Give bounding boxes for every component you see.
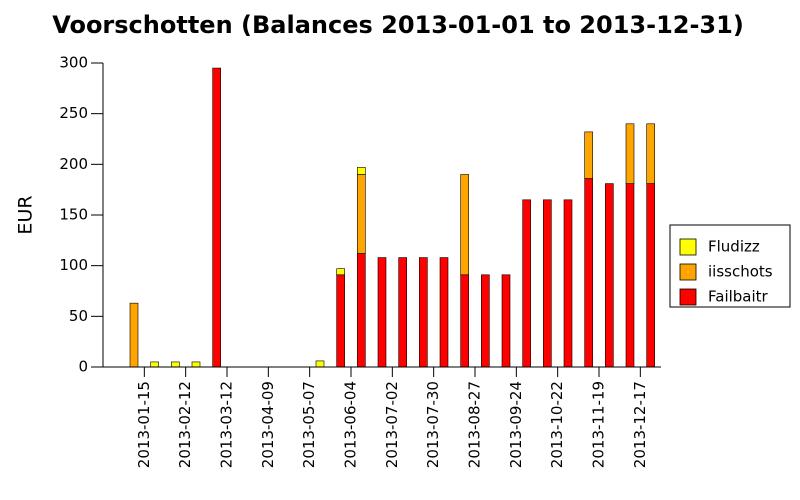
bar-segment (212, 67, 221, 368)
bar-segment (129, 302, 139, 368)
x-tick-label: 2013-06-04 (342, 381, 360, 468)
bar-segment (605, 183, 614, 368)
y-tick-label: 150 (59, 206, 88, 224)
bar-segment (646, 183, 655, 368)
bar-segment (501, 274, 511, 368)
bar-segment (543, 199, 552, 368)
y-tick-label: 50 (69, 307, 88, 325)
y-tick-label: 200 (59, 155, 88, 173)
y-tick-label: 300 (59, 54, 88, 72)
bar-segment (171, 361, 180, 368)
bar-segment (563, 199, 573, 368)
bar-segment (398, 257, 407, 368)
bar-segment (419, 257, 428, 368)
legend-label: iisschots (708, 263, 773, 281)
legend-swatch (679, 263, 697, 281)
bar-segment (584, 178, 593, 368)
x-tick-label: 2013-03-12 (218, 381, 236, 468)
x-tick-label: 2013-09-24 (507, 381, 525, 468)
bar-segment (150, 361, 159, 368)
bar-segment (191, 361, 201, 368)
bar-segment (460, 274, 469, 368)
x-tick-label: 2013-07-02 (383, 381, 401, 468)
bar-segment (357, 253, 366, 368)
x-tick-label: 2013-04-09 (259, 381, 277, 468)
bar-segment (625, 183, 635, 368)
x-tick-label: 2013-10-22 (548, 381, 566, 468)
bar-segment (357, 174, 366, 254)
bar-segment (357, 167, 366, 175)
bar-segment (439, 257, 449, 368)
bar-segment (336, 274, 345, 368)
x-tick-label: 2013-08-27 (466, 381, 484, 468)
legend-swatch (679, 238, 697, 256)
x-tick-label: 2013-11-19 (590, 381, 608, 468)
legend-label: Failbaitr (708, 288, 769, 306)
bar-segment (336, 268, 345, 276)
legend-swatch (679, 288, 697, 306)
x-tick-label: 2013-02-12 (176, 381, 194, 468)
x-tick-label: 2013-07-30 (424, 381, 442, 468)
x-tick-label: 2013-05-07 (300, 381, 318, 468)
bar-segment (522, 199, 531, 368)
y-tick-label: 250 (59, 104, 88, 122)
chart-title: Voorschotten (Balances 2013-01-01 to 201… (52, 11, 744, 39)
y-tick-label: 0 (78, 358, 88, 376)
bar-segment (377, 257, 387, 368)
x-tick-label: 2013-12-17 (631, 381, 649, 468)
legend-label: Fludizz (708, 238, 760, 256)
bar-segment (481, 274, 490, 368)
y-axis-label: EUR (15, 195, 37, 234)
bar-segment (315, 360, 325, 368)
bar-segment (460, 174, 469, 276)
bar-segment (584, 131, 593, 179)
x-tick-label: 2013-01-15 (135, 381, 153, 468)
bar-segment (625, 123, 635, 184)
y-tick-label: 100 (59, 256, 88, 274)
bar-segment (646, 123, 655, 184)
